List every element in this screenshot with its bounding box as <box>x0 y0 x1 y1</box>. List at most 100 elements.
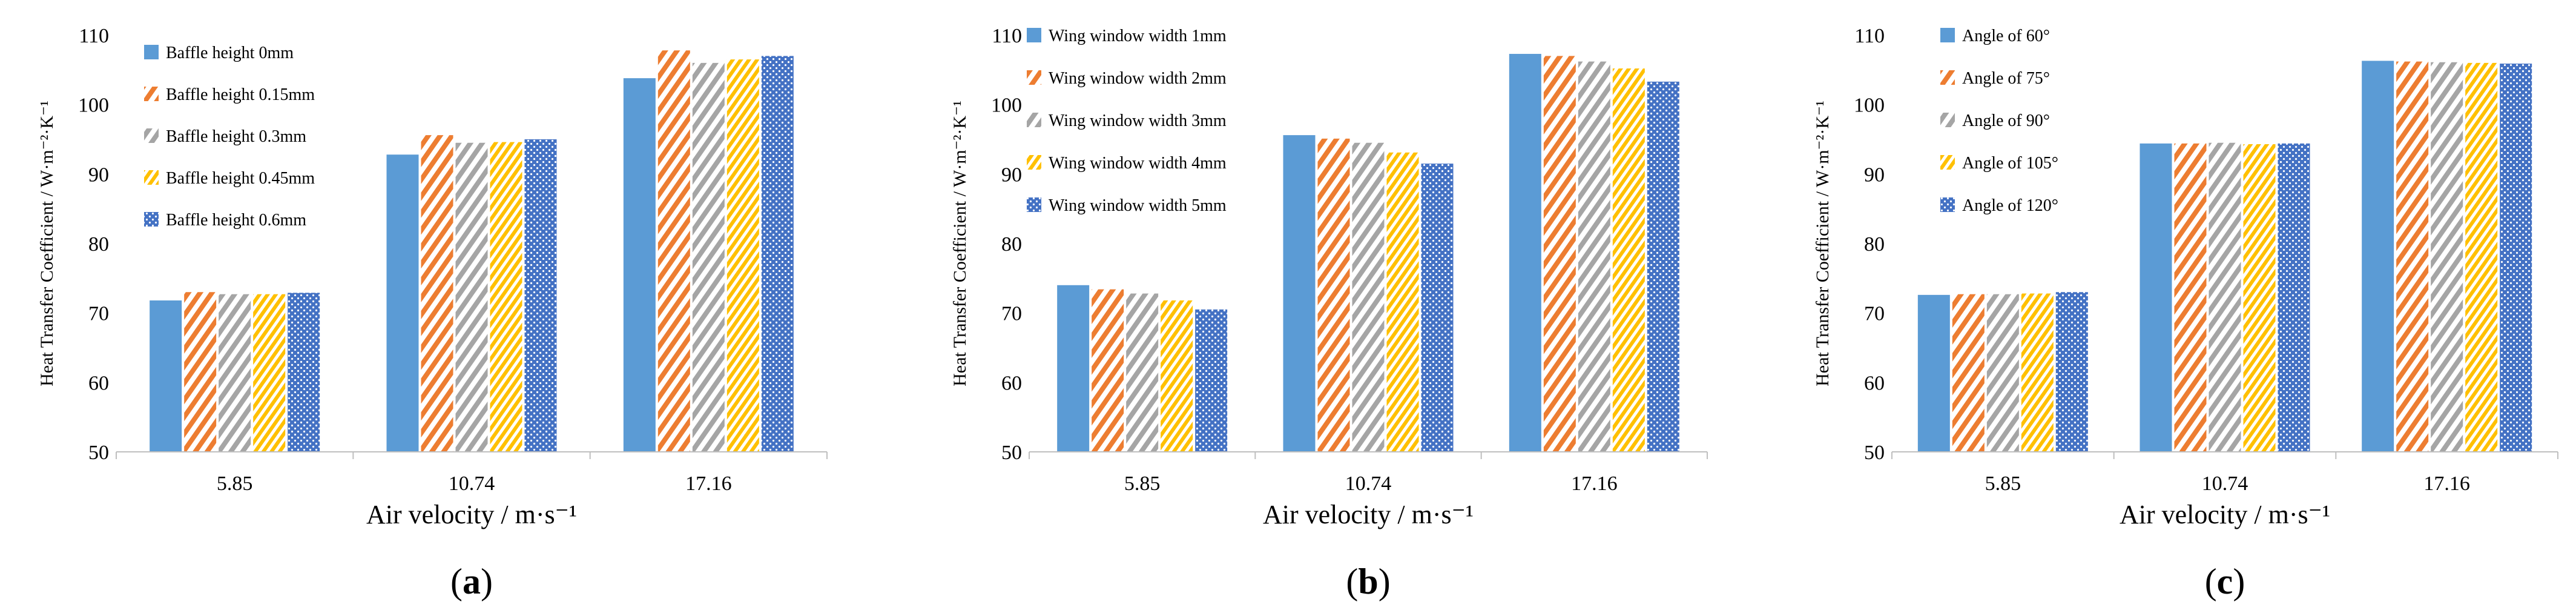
legend-swatch <box>1940 70 1955 85</box>
bar <box>1057 285 1090 452</box>
y-tick-label: 110 <box>79 25 109 47</box>
legend-swatch <box>1940 155 1955 170</box>
bar <box>1543 56 1576 452</box>
bar <box>524 139 557 452</box>
bar <box>2243 144 2276 452</box>
legend-swatch <box>144 170 159 185</box>
bar <box>1092 289 1124 452</box>
bar <box>2396 61 2429 452</box>
legend-swatch <box>144 45 159 59</box>
x-tick-label: 5.85 <box>1985 472 2021 495</box>
legend: Baffle height 0mm Baffle height 0.15mm Baf… <box>144 44 315 230</box>
bar <box>657 50 690 452</box>
bar <box>1647 81 1679 452</box>
bar <box>288 293 320 452</box>
legend-label: Baffle height 0.15mm <box>166 85 315 104</box>
bar <box>386 154 419 452</box>
legend-swatch <box>144 87 159 101</box>
bar <box>219 294 251 452</box>
legend-swatch <box>144 128 159 143</box>
legend-label: Baffle height 0.3mm <box>166 127 306 146</box>
y-axis-title: Heat Transfer Coefficient / W·m⁻²·K⁻¹ <box>950 101 970 386</box>
y-tick-label: 90 <box>1001 164 1022 186</box>
x-axis-ticks: 5.85 10.74 17.16 <box>1029 452 1708 495</box>
y-axis-ticks: 50 60 70 80 90 100 110 <box>78 25 109 464</box>
legend-swatch <box>1027 70 1041 85</box>
bar <box>421 135 453 452</box>
x-tick-label: 5.85 <box>1124 472 1161 495</box>
panel-label: (b) <box>1346 561 1390 601</box>
bar <box>1612 68 1645 452</box>
x-tick-label: 5.85 <box>217 472 253 495</box>
bars <box>1057 53 1679 452</box>
bar <box>1578 61 1610 452</box>
legend-label: Wing window width 2mm <box>1049 69 1227 88</box>
bar <box>1986 294 2019 452</box>
y-tick-label: 90 <box>1864 164 1885 186</box>
x-tick-label: 10.74 <box>2202 472 2248 495</box>
bar <box>1386 152 1419 452</box>
chart-panel-b: 50 60 70 80 90 100 110 5.85 10.74 17.16 Wing win… <box>950 25 1708 601</box>
y-tick-label: 70 <box>1864 303 1885 325</box>
chart-panel-c: 50 60 70 80 90 100 110 5.85 10.74 17.16 Angle of… <box>1813 25 2558 601</box>
bar <box>1126 293 1159 452</box>
y-tick-label: 100 <box>991 94 1022 117</box>
x-tick-label: 10.74 <box>1345 472 1392 495</box>
chart-panel-a: 50 60 70 80 90 100 110 5.85 10.74 17.16 Baffle h… <box>37 25 828 601</box>
legend-label: Baffle height 0mm <box>166 44 294 62</box>
bar <box>2465 62 2498 452</box>
legend-label: Wing window width 4mm <box>1049 154 1227 173</box>
legend-label: Wing window width 3mm <box>1049 111 1227 130</box>
bar <box>150 300 182 452</box>
bar <box>2055 292 2088 452</box>
x-axis-title: Air velocity / m·s⁻¹ <box>2120 500 2330 529</box>
legend-label: Angle of 60° <box>1962 27 2050 45</box>
x-tick-label: 17.16 <box>1571 472 1618 495</box>
legend-swatch <box>1940 197 1955 212</box>
y-tick-label: 100 <box>78 94 109 117</box>
legend-label: Baffle height 0.45mm <box>166 169 315 188</box>
bar <box>1283 135 1316 452</box>
bar <box>1317 138 1350 452</box>
bar <box>2140 143 2172 452</box>
bar <box>1161 300 1193 452</box>
y-tick-label: 80 <box>1864 233 1885 256</box>
bar <box>455 142 488 452</box>
bar <box>2021 293 2054 452</box>
y-axis-title: Heat Transfer Coefficient / W·m⁻²·K⁻¹ <box>37 101 57 386</box>
legend-label: Wing window width 1mm <box>1049 27 1227 45</box>
y-axis-ticks: 50 60 70 80 90 100 110 <box>1854 25 1885 464</box>
legend: Angle of 60° Angle of 75° Angle of 90° Angl… <box>1940 27 2058 215</box>
bar <box>1952 294 1985 452</box>
y-tick-label: 110 <box>1854 25 1885 47</box>
panel-label: (a) <box>450 561 493 601</box>
bar <box>184 292 217 452</box>
bar <box>490 142 522 452</box>
y-tick-label: 80 <box>1001 233 1022 256</box>
panel-letter: b <box>1358 561 1378 601</box>
x-tick-label: 10.74 <box>449 472 495 495</box>
legend-label: Wing window width 5mm <box>1049 196 1227 215</box>
bar <box>761 56 794 452</box>
x-tick-label: 17.16 <box>685 472 732 495</box>
bar <box>1421 164 1454 452</box>
bar <box>2362 61 2394 452</box>
legend-swatch <box>1027 155 1041 170</box>
y-tick-label: 50 <box>88 442 109 464</box>
panel-letter: a <box>463 561 481 601</box>
bar <box>2174 143 2207 452</box>
y-tick-label: 80 <box>88 233 109 256</box>
bar <box>726 59 759 452</box>
bar <box>1195 309 1228 452</box>
y-tick-label: 60 <box>1864 372 1885 394</box>
bar <box>253 294 286 452</box>
bar <box>1509 53 1541 452</box>
y-axis-title: Heat Transfer Coefficient / W·m⁻²·K⁻¹ <box>1813 101 1833 386</box>
legend-swatch <box>144 212 159 227</box>
bar <box>2209 142 2241 452</box>
y-tick-label: 50 <box>1001 442 1022 464</box>
x-axis-ticks: 5.85 10.74 17.16 <box>1891 452 2558 495</box>
bar <box>2278 143 2310 452</box>
bar <box>1352 142 1385 452</box>
